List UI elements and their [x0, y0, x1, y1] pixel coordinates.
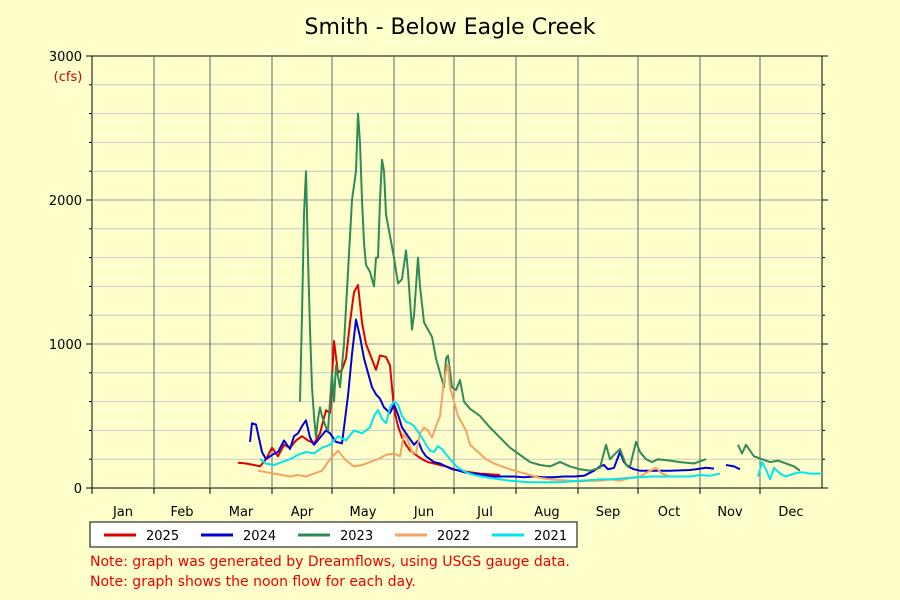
- series-line-2024: [249, 318, 715, 479]
- y-tick-label: 3000: [49, 50, 82, 65]
- legend-label-2022: 2022: [437, 529, 470, 544]
- note-noon-flow: Note: graph shows the noon flow for each…: [90, 574, 416, 590]
- series-line-2023: [299, 112, 707, 472]
- x-tick-label: Aug: [534, 505, 559, 520]
- x-tick-label: Dec: [778, 505, 803, 520]
- legend-label-2021: 2021: [534, 529, 567, 544]
- note-source: Note: graph was generated by Dreamflows,…: [90, 554, 570, 570]
- plot-area: [91, 55, 823, 489]
- series-line-2024: [725, 464, 741, 471]
- x-tick-label: Jun: [413, 505, 434, 520]
- series-line-2021: [757, 461, 822, 481]
- x-tick-label: Mar: [229, 505, 254, 520]
- y-axis-ticks: 0 1000 2000 3000: [49, 50, 828, 497]
- grid-lines: [92, 56, 822, 488]
- y-tick-label: 2000: [49, 194, 82, 209]
- x-tick-label: Apr: [291, 505, 314, 520]
- plot-border: [91, 55, 823, 489]
- x-axis-ticks: Jan Feb Mar Apr May Jun Jul Aug Sep Oct Nov Dec: [91, 488, 804, 520]
- series-line-2023: [737, 443, 801, 472]
- chart-title: Smith - Below Eagle Creek: [305, 15, 596, 40]
- y-tick-label: 0: [74, 482, 82, 497]
- y-tick-label: 1000: [49, 338, 82, 353]
- legend-label-2025: 2025: [146, 529, 179, 544]
- x-tick-label: May: [350, 505, 377, 520]
- x-tick-label: Jan: [112, 505, 133, 520]
- x-tick-label: Nov: [717, 505, 743, 520]
- x-tick-label: Jul: [476, 505, 493, 520]
- legend: 2025 2024 2023 2022 2021: [89, 521, 578, 548]
- y-axis-unit-label: (cfs): [54, 70, 83, 85]
- series-lines: [237, 112, 822, 484]
- legend-label-2023: 2023: [340, 529, 373, 544]
- legend-label-2024: 2024: [243, 529, 276, 544]
- series-line-2021: [259, 400, 721, 484]
- x-tick-label: Oct: [658, 505, 680, 520]
- x-tick-label: Sep: [596, 505, 621, 520]
- x-tick-label: Feb: [170, 505, 193, 520]
